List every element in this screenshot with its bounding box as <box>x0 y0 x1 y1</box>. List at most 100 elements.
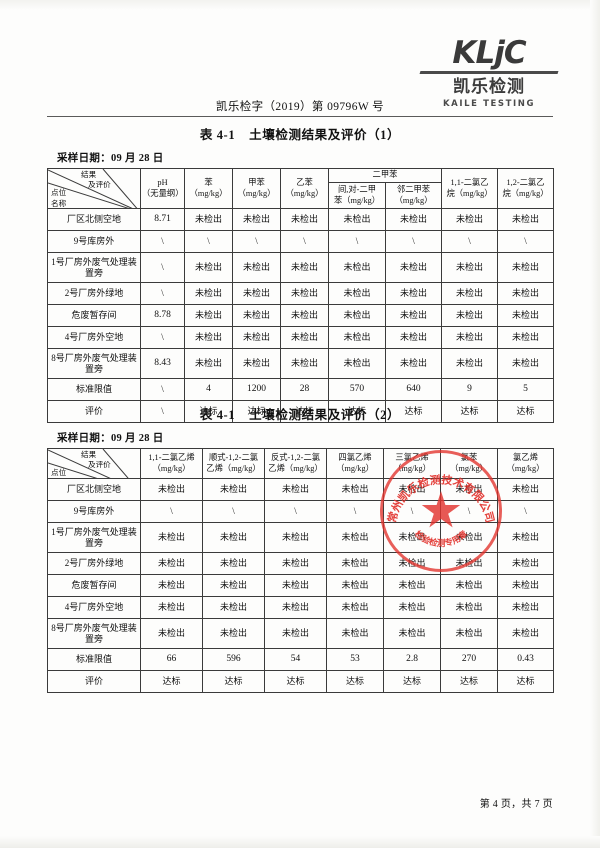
table-cell: 未检出 <box>440 552 498 575</box>
scan-edge-top <box>0 0 600 10</box>
table-cell: \ <box>140 500 203 523</box>
table-cell: \ <box>184 230 233 253</box>
table-cell: 达标 <box>497 400 554 423</box>
table-cell: 未检出 <box>326 522 384 553</box>
table-cell: 9 <box>441 378 498 401</box>
table-cell: 570 <box>328 378 386 401</box>
table-cell: 未检出 <box>441 282 498 305</box>
table-row: 厂区北侧空地 8.71 未检出 未检出 未检出 未检出 未检出 未检出 未检出 <box>47 208 554 231</box>
corner-label-eval: 及评价 <box>88 180 111 189</box>
table-cell: 未检出 <box>497 552 554 575</box>
table-cell: 达标 <box>383 670 441 693</box>
col-header-mp-xylene: 间,对-二甲 苯（mg/kg） <box>328 182 386 209</box>
table-cell: 未检出 <box>140 478 203 501</box>
table-cell: 未检出 <box>385 252 442 283</box>
table-row: 4号厂房外空地 未检出 未检出 未检出 未检出 未检出 未检出 未检出 <box>47 596 554 619</box>
table-cell: 未检出 <box>280 282 329 305</box>
table-cell: 未检出 <box>184 304 233 327</box>
logo-name-en: KAILE TESTING <box>442 99 536 110</box>
table-cell: 未检出 <box>385 282 442 305</box>
table-cell: 未检出 <box>202 574 265 597</box>
table-row: 危废暂存间 未检出 未检出 未检出 未检出 未检出 未检出 未检出 <box>47 574 554 597</box>
table-cell: 未检出 <box>328 252 386 283</box>
row-header-sampling-point: 危废暂存间 <box>47 574 141 597</box>
table-cell: 未检出 <box>497 522 554 553</box>
soil-test-table-2: 结果 及评价 检测项目 点位 名称 1,1-二氯乙烯（mg/kg） 顺式-1,2… <box>47 448 554 693</box>
col-header-ph: pH （无量纲） <box>140 168 185 209</box>
table-cell: 未检出 <box>184 252 233 283</box>
corner-header-cell: 结果 及评价 检测项目 点位 名称 <box>47 168 141 209</box>
table-cell: 未检出 <box>497 304 554 327</box>
table-cell: 未检出 <box>202 618 265 649</box>
row-header-sampling-point: 8号厂房外废气处理装置旁 <box>47 348 141 379</box>
table-cell: 未检出 <box>328 304 386 327</box>
table-cell: 未检出 <box>232 252 281 283</box>
corner-label-result: 结果 <box>81 170 97 179</box>
header-divider <box>47 116 553 117</box>
table-1-body: 厂区北侧空地 8.71 未检出 未检出 未检出 未检出 未检出 未检出 未检出 9号库房外 \ \ \ \… <box>47 208 554 423</box>
table-cell: 未检出 <box>184 326 233 349</box>
table-1-number: 表 4-1 <box>199 128 236 142</box>
table-cell: 未检出 <box>280 252 329 283</box>
row-header-sampling-point: 危废暂存间 <box>47 304 141 327</box>
table-cell: 未检出 <box>441 252 498 283</box>
col-header-tetrachloroethylene: 四氯乙烯 （mg/kg） <box>326 448 384 479</box>
table-cell: 596 <box>202 648 265 671</box>
table-cell: \ <box>232 230 281 253</box>
table-cell: \ <box>328 230 386 253</box>
table-cell: 未检出 <box>280 304 329 327</box>
table-cell: 达标 <box>140 670 203 693</box>
table-cell: 8.43 <box>140 348 185 379</box>
col-header-cis-12-dichloroethylene: 顺式-1,2-二氯 乙烯（mg/kg） <box>202 448 265 479</box>
table-cell: 未检出 <box>280 208 329 231</box>
table-cell: 8.78 <box>140 304 185 327</box>
table-cell: 未检出 <box>202 552 265 575</box>
table-cell: 28 <box>280 378 329 401</box>
table-cell: 53 <box>326 648 384 671</box>
table-cell: 未检出 <box>328 348 386 379</box>
row-header-sampling-point: 1号厂房外废气处理装置旁 <box>47 522 141 553</box>
table-cell: 未检出 <box>264 596 327 619</box>
table-2-number: 表 4-1 <box>199 408 236 422</box>
table-cell: 未检出 <box>440 618 498 649</box>
table-section-2: 表 4-1 土壤检测结果及评价（2） 采样日期：09 月 28 日 结 <box>47 404 554 693</box>
table-cell: 未检出 <box>184 208 233 231</box>
table-cell: 4 <box>184 378 233 401</box>
table-cell: 未检出 <box>385 348 442 379</box>
col-header-toluene: 甲苯 （mg/kg） <box>232 168 281 209</box>
table-cell: 未检出 <box>326 574 384 597</box>
table-2-sample-date: 采样日期：09 月 28 日 <box>57 433 164 444</box>
table-cell: 达标 <box>441 400 498 423</box>
col-header-12-dichloroethane: 1,2-二氯乙 烷（mg/kg） <box>497 168 554 209</box>
table-cell: 未检出 <box>326 552 384 575</box>
table-cell: 未检出 <box>440 596 498 619</box>
col-header-group-xylene: 二甲苯 <box>328 168 442 183</box>
row-header-sampling-point: 8号厂房外废气处理装置旁 <box>47 618 141 649</box>
soil-test-table-1: 结果 及评价 检测项目 点位 名称 pH（无量纲） 苯（mg/kg） 甲苯（mg… <box>47 168 554 423</box>
table-row: 评价 \ 达标 达标 达标 达标 达标 达标 达标 <box>47 400 554 423</box>
table-cell: \ <box>202 500 265 523</box>
table-cell: 5 <box>497 378 554 401</box>
row-header-sampling-point: 1号厂房外废气处理装置旁 <box>47 252 141 283</box>
table-row: 2号厂房外绿地 \ 未检出 未检出 未检出 未检出 未检出 未检出 未检出 <box>47 282 554 305</box>
table-2-title: 表 4-1 土壤检测结果及评价（2） <box>47 404 553 423</box>
table-cell: 未检出 <box>497 618 554 649</box>
row-header-sampling-point: 9号库房外 <box>47 230 141 253</box>
table-cell: 未检出 <box>328 208 386 231</box>
table-cell: 未检出 <box>497 252 554 283</box>
table-cell: 未检出 <box>232 304 281 327</box>
table-cell: \ <box>140 230 185 253</box>
table-cell: \ <box>497 500 554 523</box>
corner-label-point-2: 点位 <box>51 468 67 477</box>
table-cell: \ <box>385 230 442 253</box>
col-header-ethylbenzene: 乙苯 （mg/kg） <box>280 168 329 209</box>
table-cell: 未检出 <box>264 618 327 649</box>
table-row: 2号厂房外绿地 未检出 未检出 未检出 未检出 未检出 未检出 未检出 <box>47 552 554 575</box>
table-row: 评价 达标 达标 达标 达标 达标 达标 达标 <box>47 670 554 693</box>
table-1-sample-date: 采样日期：09 月 28 日 <box>57 153 164 164</box>
table-cell: 未检出 <box>202 522 265 553</box>
table-cell: 未检出 <box>497 574 554 597</box>
row-header-sampling-point: 标准限值 <box>47 648 141 671</box>
corner-label-eval-2: 及评价 <box>88 460 111 469</box>
